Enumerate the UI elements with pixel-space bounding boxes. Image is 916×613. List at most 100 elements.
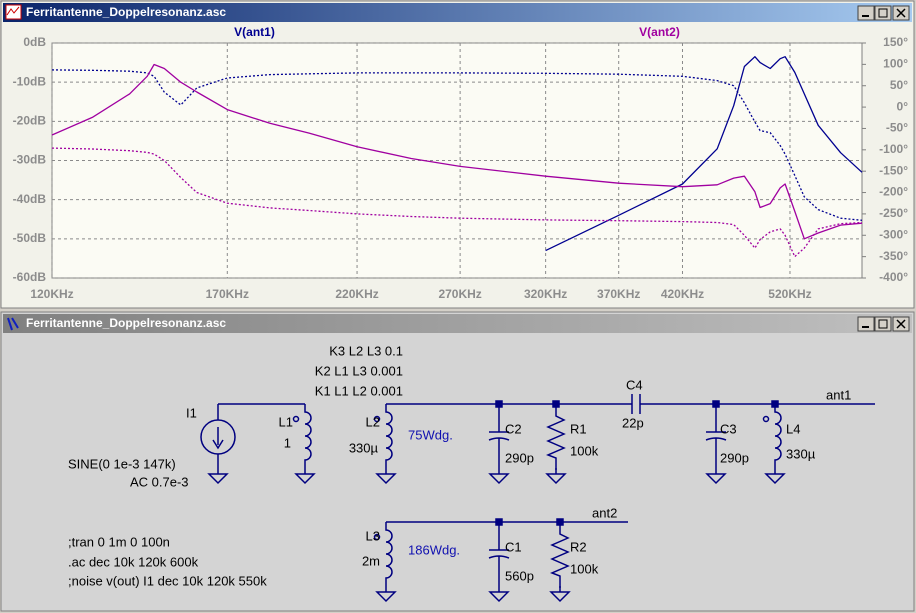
y-tick-label: -10dB: [13, 74, 47, 88]
y-tick-label: -50dB: [13, 231, 47, 245]
inductor: [774, 404, 782, 468]
junction: [495, 518, 503, 526]
x-tick-label: 220KHz: [335, 287, 378, 301]
net-label: ant1: [826, 387, 851, 402]
y2-tick-label: -400°: [879, 270, 908, 284]
component-value: 560p: [505, 568, 534, 583]
ground: [545, 468, 567, 485]
phase-dot: [373, 533, 381, 541]
capacitor: [488, 404, 510, 468]
component-value: 290p: [720, 450, 749, 465]
phase-dot: [762, 415, 770, 423]
component-name: C3: [720, 421, 737, 436]
ground: [488, 468, 510, 485]
component-value: 330µ: [786, 446, 816, 461]
component-name: L3: [366, 528, 380, 543]
trace: [51, 63, 863, 240]
title-bar[interactable]: [3, 3, 912, 22]
window-controls: [857, 316, 910, 332]
y2-tick-label: 50°: [890, 78, 908, 92]
ground: [294, 468, 316, 485]
x-tick-label: 520KHz: [768, 287, 811, 301]
spice-directive: .ac dec 10k 120k 600k: [68, 554, 199, 569]
ground: [488, 586, 510, 603]
y2-tick-label: -300°: [879, 227, 908, 241]
ground: [705, 468, 727, 485]
y2-tick-label: 100°: [883, 57, 908, 71]
ground: [207, 468, 229, 485]
legend-entry: V(ant1): [234, 25, 275, 39]
component-value: 100k: [570, 561, 599, 576]
maximize-button[interactable]: [874, 316, 892, 332]
component-value: SINE(0 1e-3 147k): [68, 456, 176, 471]
component-name: I1: [186, 405, 197, 420]
coupling: K3 L2 L3 0.1: [329, 343, 403, 358]
phase-dot: [373, 415, 381, 423]
ground: [764, 468, 786, 485]
maximize-button[interactable]: [874, 5, 892, 21]
current-arrow: [212, 427, 224, 450]
schematic: [200, 394, 875, 603]
component-value: 22p: [622, 415, 644, 430]
coupling: K2 L1 L3 0.001: [315, 363, 403, 378]
y2-tick-label: 150°: [883, 35, 908, 49]
legend-entry: V(ant2): [639, 25, 680, 39]
coupling: K1 L1 L2 0.001: [315, 383, 403, 398]
component-note: 186Wdg.: [408, 542, 460, 557]
component-value: 100k: [570, 443, 599, 458]
component-value: 1: [284, 435, 291, 450]
schematic-labels: K3 L2 L3 0.1 K2 L1 L3 0.001 K1 L1 L2 0.0…: [68, 343, 851, 588]
component-name: L4: [786, 421, 800, 436]
inductor: [385, 522, 393, 586]
y2-tick-label: -50°: [886, 121, 908, 135]
inductor: [304, 404, 312, 468]
resistor: [546, 404, 566, 470]
component-note: 75Wdg.: [408, 427, 453, 442]
spice-directive: ;tran 0 1m 0 100n: [68, 534, 170, 549]
capacitor: [488, 522, 510, 586]
junction: [556, 518, 564, 526]
glyph: [878, 8, 888, 18]
minimize-button[interactable]: [857, 316, 875, 332]
trace: [545, 56, 863, 252]
x-tick-label: 170KHz: [206, 287, 249, 301]
component-value: 2m: [362, 553, 380, 568]
junction: [495, 400, 503, 408]
y-tick-label: -30dB: [13, 153, 47, 167]
plot: 0dB -10dB -20dB -30dB -40dB -50dB -60dB 150° 100…: [13, 25, 909, 301]
ground: [549, 586, 571, 603]
x-tick-label: 270KHz: [438, 287, 481, 301]
ground: [375, 586, 397, 603]
phase-dot: [292, 415, 300, 423]
x-tick-label: 370KHz: [597, 287, 640, 301]
junction: [712, 400, 720, 408]
minimize-button[interactable]: [857, 5, 875, 21]
component-name: R1: [570, 421, 587, 436]
y-tick-label: 0dB: [23, 35, 46, 49]
schematic-window: [0, 311, 915, 612]
title-bar[interactable]: [3, 314, 912, 333]
y-tick-label: -20dB: [13, 114, 47, 128]
component-name: C1: [505, 539, 522, 554]
component-name: C2: [505, 421, 522, 436]
y2-tick-label: -200°: [879, 185, 908, 199]
resistor: [550, 522, 570, 588]
component-value: 330µ: [349, 440, 379, 455]
glyph: [896, 8, 906, 18]
window-icon-glyph: [6, 6, 20, 16]
window-title: Ferritantenne_Doppelresonanz.asc: [26, 5, 226, 19]
spice-directive: ;noise v(out) I1 dec 10k 120k 550k: [68, 573, 267, 588]
window-title: Ferritantenne_Doppelresonanz.asc: [26, 316, 226, 330]
ground: [375, 468, 397, 485]
component-name: C4: [626, 377, 643, 392]
component-name: L1: [279, 414, 293, 429]
trace: [51, 147, 863, 258]
glyph: [878, 319, 888, 329]
y2-tick-label: -150°: [879, 163, 908, 177]
y2-tick-label: -100°: [879, 142, 908, 156]
y2-tick-label: -350°: [879, 249, 908, 263]
component-name: R2: [570, 539, 587, 554]
net-label: ant2: [592, 505, 617, 520]
capacitor: [631, 394, 641, 414]
